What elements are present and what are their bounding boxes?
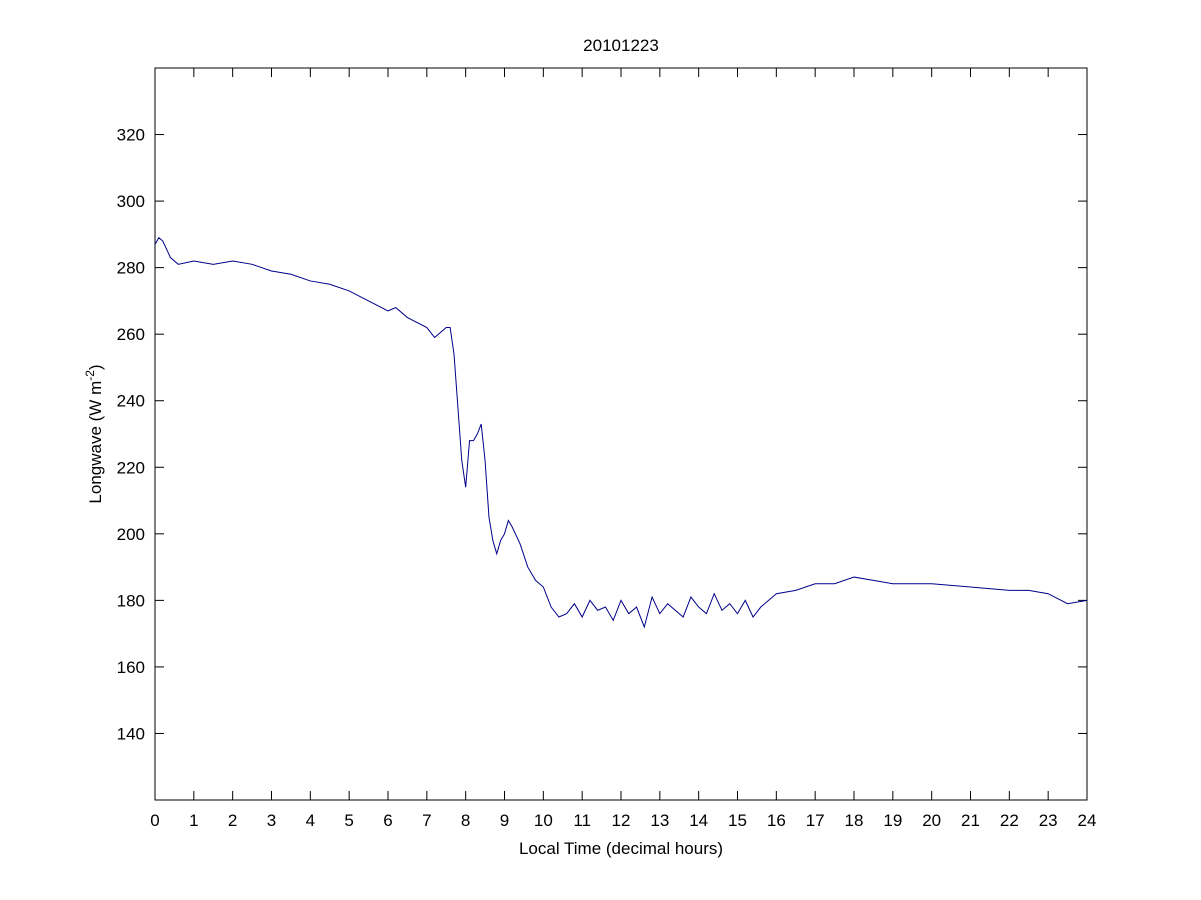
x-tick-label: 17 xyxy=(806,811,825,830)
x-tick-label: 7 xyxy=(422,811,431,830)
x-tick-label: 5 xyxy=(344,811,353,830)
x-tick-label: 6 xyxy=(383,811,392,830)
y-label-sup: -2 xyxy=(83,370,97,381)
x-tick-label: 3 xyxy=(267,811,276,830)
x-tick-label: 4 xyxy=(306,811,315,830)
x-tick-label: 0 xyxy=(150,811,159,830)
data-line xyxy=(154,236,1088,629)
y-tick-label: 240 xyxy=(117,392,145,411)
x-tick-label: 20 xyxy=(922,811,941,830)
x-tick-label: 9 xyxy=(500,811,509,830)
x-tick-label: 14 xyxy=(689,811,708,830)
y-label-end: ) xyxy=(86,364,105,370)
y-tick-label: 280 xyxy=(117,259,145,278)
x-tick-label: 22 xyxy=(1000,811,1019,830)
x-tick-label: 23 xyxy=(1039,811,1058,830)
x-axis-label: Local Time (decimal hours) xyxy=(519,839,723,858)
x-tick-label: 10 xyxy=(534,811,553,830)
x-tick-label: 1 xyxy=(189,811,198,830)
x-tick-label: 13 xyxy=(650,811,669,830)
x-tick-label: 15 xyxy=(728,811,747,830)
x-tick-label: 12 xyxy=(612,811,631,830)
chart-title: 20101223 xyxy=(583,36,659,55)
y-tick-label: 180 xyxy=(117,591,145,610)
y-tick-label: 220 xyxy=(117,458,145,477)
x-tick-label: 8 xyxy=(461,811,470,830)
y-tick-label: 200 xyxy=(117,525,145,544)
x-tick-label: 11 xyxy=(573,811,591,830)
plot-area xyxy=(154,67,1088,801)
y-tick-label: 320 xyxy=(117,126,145,145)
x-tick-label: 24 xyxy=(1078,811,1097,830)
y-tick-label: 260 xyxy=(117,325,145,344)
x-tick-label: 16 xyxy=(767,811,786,830)
x-tick-label: 19 xyxy=(883,811,902,830)
x-tick-label: 18 xyxy=(845,811,864,830)
y-label-main: Longwave (W m xyxy=(86,381,105,504)
y-tick-label: 300 xyxy=(117,192,145,211)
y-tick-label: 160 xyxy=(117,658,145,677)
y-axis-label: Longwave (W m-2) xyxy=(83,364,105,503)
x-tick-label: 21 xyxy=(961,811,980,830)
x-tick-label: 2 xyxy=(228,811,237,830)
y-tick-label: 140 xyxy=(117,724,145,743)
